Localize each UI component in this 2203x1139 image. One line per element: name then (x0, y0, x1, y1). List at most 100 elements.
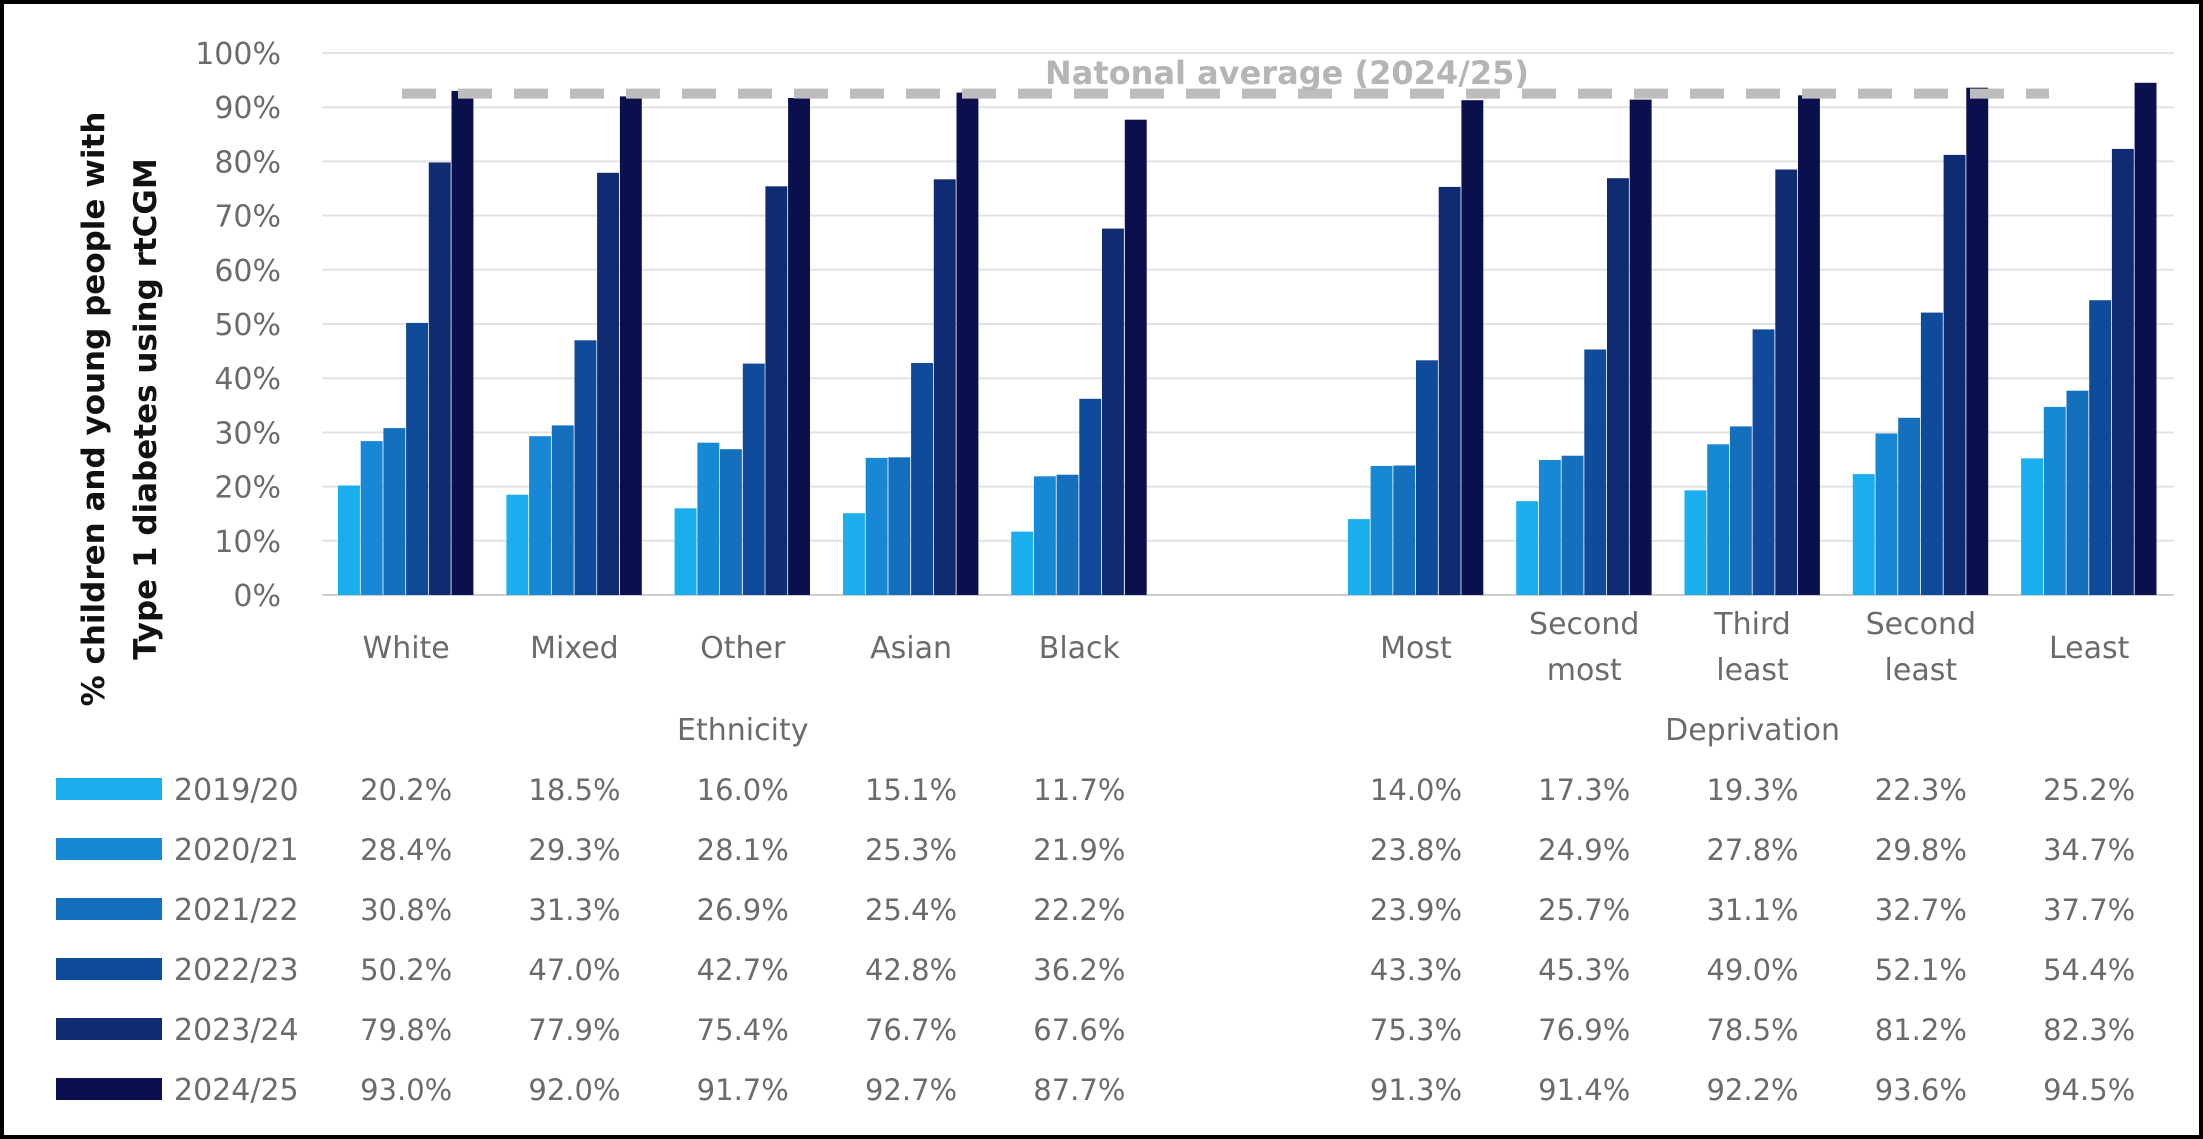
table-cell: 25.4% (865, 893, 957, 927)
category-label: Other (700, 631, 786, 666)
category-label: Third (1713, 607, 1791, 642)
category-label: Most (1380, 631, 1452, 666)
table-cell: 31.3% (528, 893, 620, 927)
table-cell: 42.7% (697, 953, 789, 987)
rtcgm-bar-chart: % children and young people with Type 1 … (56, 37, 2174, 1108)
bar (911, 363, 933, 595)
bar (1516, 501, 1539, 595)
bar (1079, 398, 1102, 595)
category-label: Second (1529, 607, 1639, 642)
bar (1943, 154, 1966, 595)
y-tick-label: 10% (214, 525, 281, 560)
table-cell: 15.1% (865, 773, 957, 807)
bar (674, 508, 697, 595)
bar (1729, 426, 1752, 595)
table-cell: 26.9% (697, 893, 789, 927)
bar (765, 186, 788, 596)
legend-swatch (56, 898, 162, 920)
group-label: Deprivation (1665, 713, 1840, 748)
y-tick-label: 50% (214, 308, 281, 343)
table-cell: 23.8% (1370, 833, 1462, 867)
bar (933, 179, 956, 596)
table-cell: 19.3% (1706, 773, 1798, 807)
table-cell: 20.2% (360, 773, 452, 807)
category-label: most (1547, 653, 1622, 688)
table-cell: 49.0% (1706, 953, 1798, 987)
table-cell: 29.3% (528, 833, 620, 867)
table-cell: 31.1% (1706, 893, 1798, 927)
table-cell: 34.7% (2043, 833, 2135, 867)
category-label: Asian (870, 631, 952, 666)
bar (1798, 95, 1820, 596)
table-cell: 16.0% (697, 773, 789, 807)
bar (597, 172, 619, 596)
y-tick-label: 70% (214, 200, 281, 235)
bar (1852, 474, 1875, 595)
table-cell: 22.2% (1033, 893, 1125, 927)
table-cell: 76.7% (865, 1013, 957, 1047)
y-tick-label: 30% (214, 416, 281, 451)
table-cell: 27.8% (1706, 833, 1798, 867)
group-labels: Ethnicity Deprivation (677, 713, 1840, 748)
table-cell: 78.5% (1706, 1013, 1798, 1047)
y-tick-label: 80% (214, 145, 281, 180)
table-cell: 28.1% (697, 833, 789, 867)
bar (1707, 444, 1730, 595)
bar (2066, 390, 2089, 595)
table-cell: 14.0% (1370, 773, 1462, 807)
category-label: Second (1866, 607, 1976, 642)
y-tick-label: 20% (214, 471, 281, 506)
bar (956, 92, 979, 595)
table-cell: 91.7% (697, 1073, 789, 1107)
bar (574, 340, 597, 595)
table-cell: 25.3% (865, 833, 957, 867)
category-label: Least (2049, 631, 2130, 666)
table-cell: 18.5% (528, 773, 620, 807)
table-cell: 92.2% (1706, 1073, 1798, 1107)
bar (551, 425, 574, 595)
table-cell: 25.2% (2043, 773, 2135, 807)
table-cell: 93.0% (360, 1073, 452, 1107)
y-axis-label-line-1: % children and young people with (76, 112, 112, 707)
table-cell: 43.3% (1370, 953, 1462, 987)
bar (1775, 169, 1798, 595)
bar (1033, 476, 1056, 595)
table-cell: 22.3% (1875, 773, 1967, 807)
bar (1752, 329, 1775, 595)
bar (1875, 433, 1898, 595)
bar (2089, 300, 2112, 595)
y-tick-label: 40% (214, 362, 281, 397)
table-cell: 75.3% (1370, 1013, 1462, 1047)
category-label: White (363, 631, 450, 666)
y-axis-label-line-2: Type 1 diabetes using rtCGM (128, 158, 164, 659)
group-label: Ethnicity (677, 713, 808, 748)
table-cell: 45.3% (1538, 953, 1630, 987)
bar (865, 457, 888, 595)
table-cell: 30.8% (360, 893, 452, 927)
legend-label: 2020/21 (174, 833, 299, 868)
category-label: least (1716, 653, 1789, 688)
bar (451, 90, 474, 596)
table-cell: 24.9% (1538, 833, 1630, 867)
table-cell: 91.3% (1370, 1073, 1462, 1107)
bar (1538, 460, 1561, 595)
table-cell: 77.9% (528, 1013, 620, 1047)
table-cell: 67.6% (1033, 1013, 1125, 1047)
bar (383, 428, 406, 595)
table-cell: 50.2% (360, 953, 452, 987)
bar (2021, 458, 2043, 595)
y-axis-ticks: 0% 10% 20% 30% 40% 50% 60% 70% 80% 90% 100% (195, 37, 281, 614)
bar (1011, 531, 1034, 595)
bar (2043, 406, 2066, 595)
legend-label: 2024/25 (174, 1073, 299, 1108)
national-average: Natonal average (2024/25) (402, 54, 2049, 99)
data-table: 2019/20 20.2% 18.5% 16.0% 15.1% 11.7% 14.0% 17.… (56, 773, 2135, 1108)
table-cell: 75.4% (697, 1013, 789, 1047)
bar (619, 96, 642, 596)
legend-swatch (56, 838, 162, 860)
legend-swatch (56, 1078, 162, 1100)
bar (2111, 148, 2134, 595)
bar (788, 98, 810, 595)
table-cell: 81.2% (1875, 1013, 1967, 1047)
table-cell: 23.9% (1370, 893, 1462, 927)
